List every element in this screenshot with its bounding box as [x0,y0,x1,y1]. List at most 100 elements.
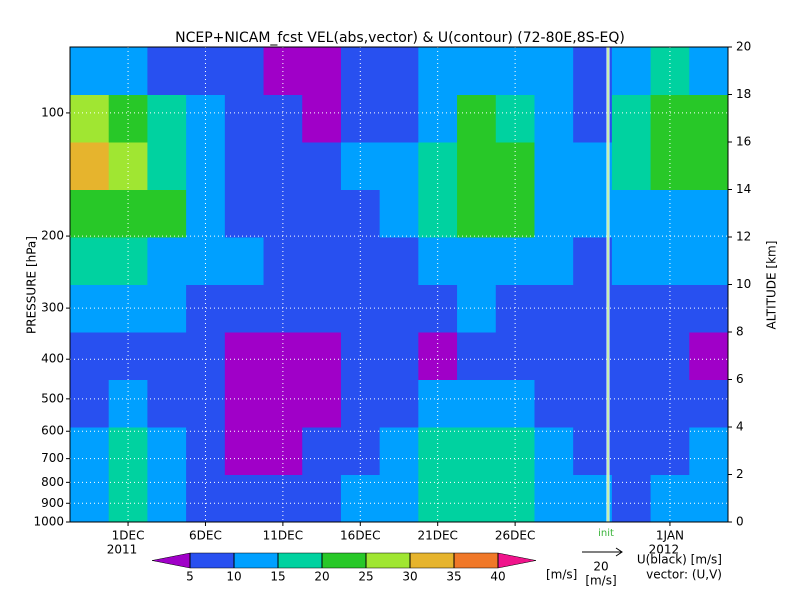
cell [689,189,729,238]
cell [147,47,187,95]
colorbar-swatch [453,552,499,569]
cell [70,189,110,238]
cell [379,474,419,523]
cell [573,332,613,380]
cell [340,474,381,523]
cell [573,47,613,95]
cell [611,142,652,190]
vector-key-unit: [m/s] [585,574,616,588]
x-tick-label: 26DEC [495,529,535,543]
colorbar-label: 5 [186,570,194,584]
cell [689,47,729,95]
colorbar-label: 30 [402,570,417,584]
cell [379,237,419,285]
colorbar-swatch [497,552,537,569]
cell [108,189,148,238]
cell [263,332,303,380]
cell [108,237,148,285]
x-tick-label: 1JAN [656,529,684,543]
cell [650,189,690,238]
cell [224,427,265,475]
cell [418,189,458,238]
cell [224,379,265,428]
cell [108,332,148,380]
cell [302,332,342,380]
cell [340,94,381,143]
cell [534,427,574,475]
cell [611,237,652,285]
cell [534,142,574,190]
cell [379,47,419,95]
cell [108,142,148,190]
cell [611,284,652,333]
cell [186,142,226,190]
cell [224,47,265,95]
cell [302,474,342,523]
colorbar-label: 25 [358,570,373,584]
cell [186,237,226,285]
cell [224,94,265,143]
cell [418,332,458,380]
contour-note: U(black) [m/s] [637,553,722,567]
cell [147,94,187,143]
cell [457,284,497,333]
cell [186,94,226,143]
cell [495,189,535,238]
cell [534,189,574,238]
y-tick-label: 1000 [33,515,64,529]
cell [340,284,381,333]
cell [495,142,535,190]
cell [611,332,652,380]
cell [573,189,613,238]
cell [340,332,381,380]
cell [263,189,303,238]
y-tick-label: 700 [41,451,64,465]
cell [650,142,690,190]
cell [147,379,187,428]
colorbar-swatch [321,552,367,569]
cell [70,142,110,190]
cell [70,332,110,380]
x-tick-label: 16DEC [340,529,380,543]
cell [457,142,497,190]
cell [534,474,574,523]
cell [70,237,110,285]
cell [418,237,458,285]
y-tick-label: 400 [41,352,64,366]
cell [70,379,110,428]
field [70,47,729,523]
y2-tick-label: 8 [736,325,744,339]
cell [379,332,419,380]
colorbar-label: 10 [226,570,241,584]
cell [573,142,613,190]
cell [418,142,458,190]
cell [263,142,303,190]
y2-tick-label: 20 [736,40,751,54]
cell [689,332,729,380]
cell [611,379,652,428]
cell [108,474,148,523]
cell [147,142,187,190]
cell [418,474,458,523]
cell [689,94,729,143]
cell [650,332,690,380]
cell [224,237,265,285]
cell [302,142,342,190]
cell [534,47,574,95]
colorbar-label: 20 [314,570,329,584]
cell [650,94,690,143]
x-tick-label: 1DEC [112,529,145,543]
y-tick-label: 100 [41,105,64,119]
cell [147,474,187,523]
cell [263,94,303,143]
y2-tick-label: 4 [736,420,744,434]
y2-tick-label: 12 [736,230,751,244]
x-tick-label: 11DEC [263,529,303,543]
cell [650,237,690,285]
cell [302,427,342,475]
cell [611,47,652,95]
colorbar-label: 40 [490,570,505,584]
cell [147,332,187,380]
vector-key-head [615,547,623,557]
